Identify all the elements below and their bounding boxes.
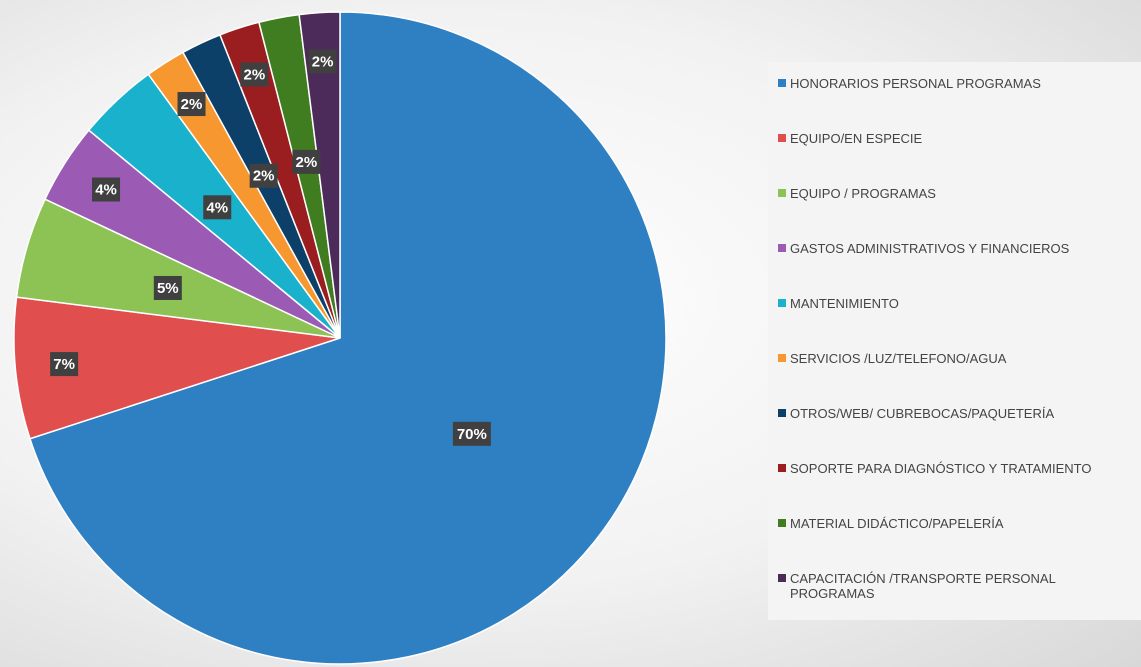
legend-label: SERVICIOS /LUZ/TELEFONO/AGUA bbox=[790, 351, 1007, 366]
legend-item: SOPORTE PARA DIAGNÓSTICO Y TRATAMIENTO bbox=[778, 461, 1138, 476]
legend-swatch bbox=[778, 134, 786, 142]
data-label: 70% bbox=[457, 426, 487, 443]
legend-swatch bbox=[778, 574, 786, 582]
legend-label: SOPORTE PARA DIAGNÓSTICO Y TRATAMIENTO bbox=[790, 461, 1092, 476]
legend-label: CAPACITACIÓN /TRANSPORTE PERSONAL PROGRA… bbox=[790, 571, 1056, 601]
legend-swatch bbox=[778, 189, 786, 197]
data-label: 4% bbox=[206, 199, 228, 216]
legend-item: GASTOS ADMINISTRATIVOS Y FINANCIEROS bbox=[778, 241, 1138, 256]
label-box bbox=[50, 352, 79, 377]
label-box bbox=[153, 275, 182, 300]
legend-label: EQUIPO / PROGRAMAS bbox=[790, 186, 936, 201]
pie-slice bbox=[298, 11, 341, 339]
data-label: 7% bbox=[53, 356, 75, 373]
legend-label: EQUIPO/EN ESPECIE bbox=[790, 131, 923, 146]
legend-label: OTROS/WEB/ CUBREBOCAS/PAQUETERÍA bbox=[790, 406, 1055, 421]
legend-item: EQUIPO / PROGRAMAS bbox=[778, 186, 1138, 201]
pie-slice bbox=[13, 296, 341, 440]
legend-item: MATERIAL DIDÁCTICO/PAPELERÍA bbox=[778, 516, 1138, 531]
label-box bbox=[240, 62, 269, 87]
legend-swatch bbox=[778, 244, 786, 252]
label-box bbox=[203, 195, 232, 220]
data-label: 2% bbox=[244, 66, 266, 83]
label-box bbox=[177, 92, 206, 117]
label-box bbox=[249, 163, 278, 188]
legend-item: CAPACITACIÓN /TRANSPORTE PERSONAL PROGRA… bbox=[778, 571, 1138, 601]
data-label: 2% bbox=[253, 168, 275, 185]
legend-swatch bbox=[778, 409, 786, 417]
legend-swatch bbox=[778, 79, 786, 87]
legend-swatch bbox=[778, 519, 786, 527]
data-label: 5% bbox=[157, 280, 179, 297]
legend-label: MANTENIMIENTO bbox=[790, 296, 899, 311]
label-box bbox=[92, 177, 121, 202]
data-label: 2% bbox=[181, 96, 203, 113]
legend-item: HONORARIOS PERSONAL PROGRAMAS bbox=[778, 76, 1138, 91]
legend-swatch bbox=[778, 299, 786, 307]
legend-item: MANTENIMIENTO bbox=[778, 296, 1138, 311]
legend-item: OTROS/WEB/ CUBREBOCAS/PAQUETERÍA bbox=[778, 406, 1138, 421]
data-label: 4% bbox=[95, 181, 117, 198]
legend-swatch bbox=[778, 464, 786, 472]
legend-swatch bbox=[778, 354, 786, 362]
label-box bbox=[452, 421, 491, 446]
legend-label: GASTOS ADMINISTRATIVOS Y FINANCIEROS bbox=[790, 241, 1070, 256]
data-label: 2% bbox=[312, 53, 334, 70]
pie-slice bbox=[29, 11, 667, 665]
label-box bbox=[292, 149, 321, 174]
data-label: 2% bbox=[296, 154, 318, 171]
label-box bbox=[308, 49, 337, 74]
legend-item: SERVICIOS /LUZ/TELEFONO/AGUA bbox=[778, 351, 1138, 366]
legend-item: EQUIPO/EN ESPECIE bbox=[778, 131, 1138, 146]
legend: HONORARIOS PERSONAL PROGRAMAS EQUIPO/EN E… bbox=[768, 62, 1141, 620]
legend-label: HONORARIOS PERSONAL PROGRAMAS bbox=[790, 76, 1041, 91]
legend-label: MATERIAL DIDÁCTICO/PAPELERÍA bbox=[790, 516, 1004, 531]
